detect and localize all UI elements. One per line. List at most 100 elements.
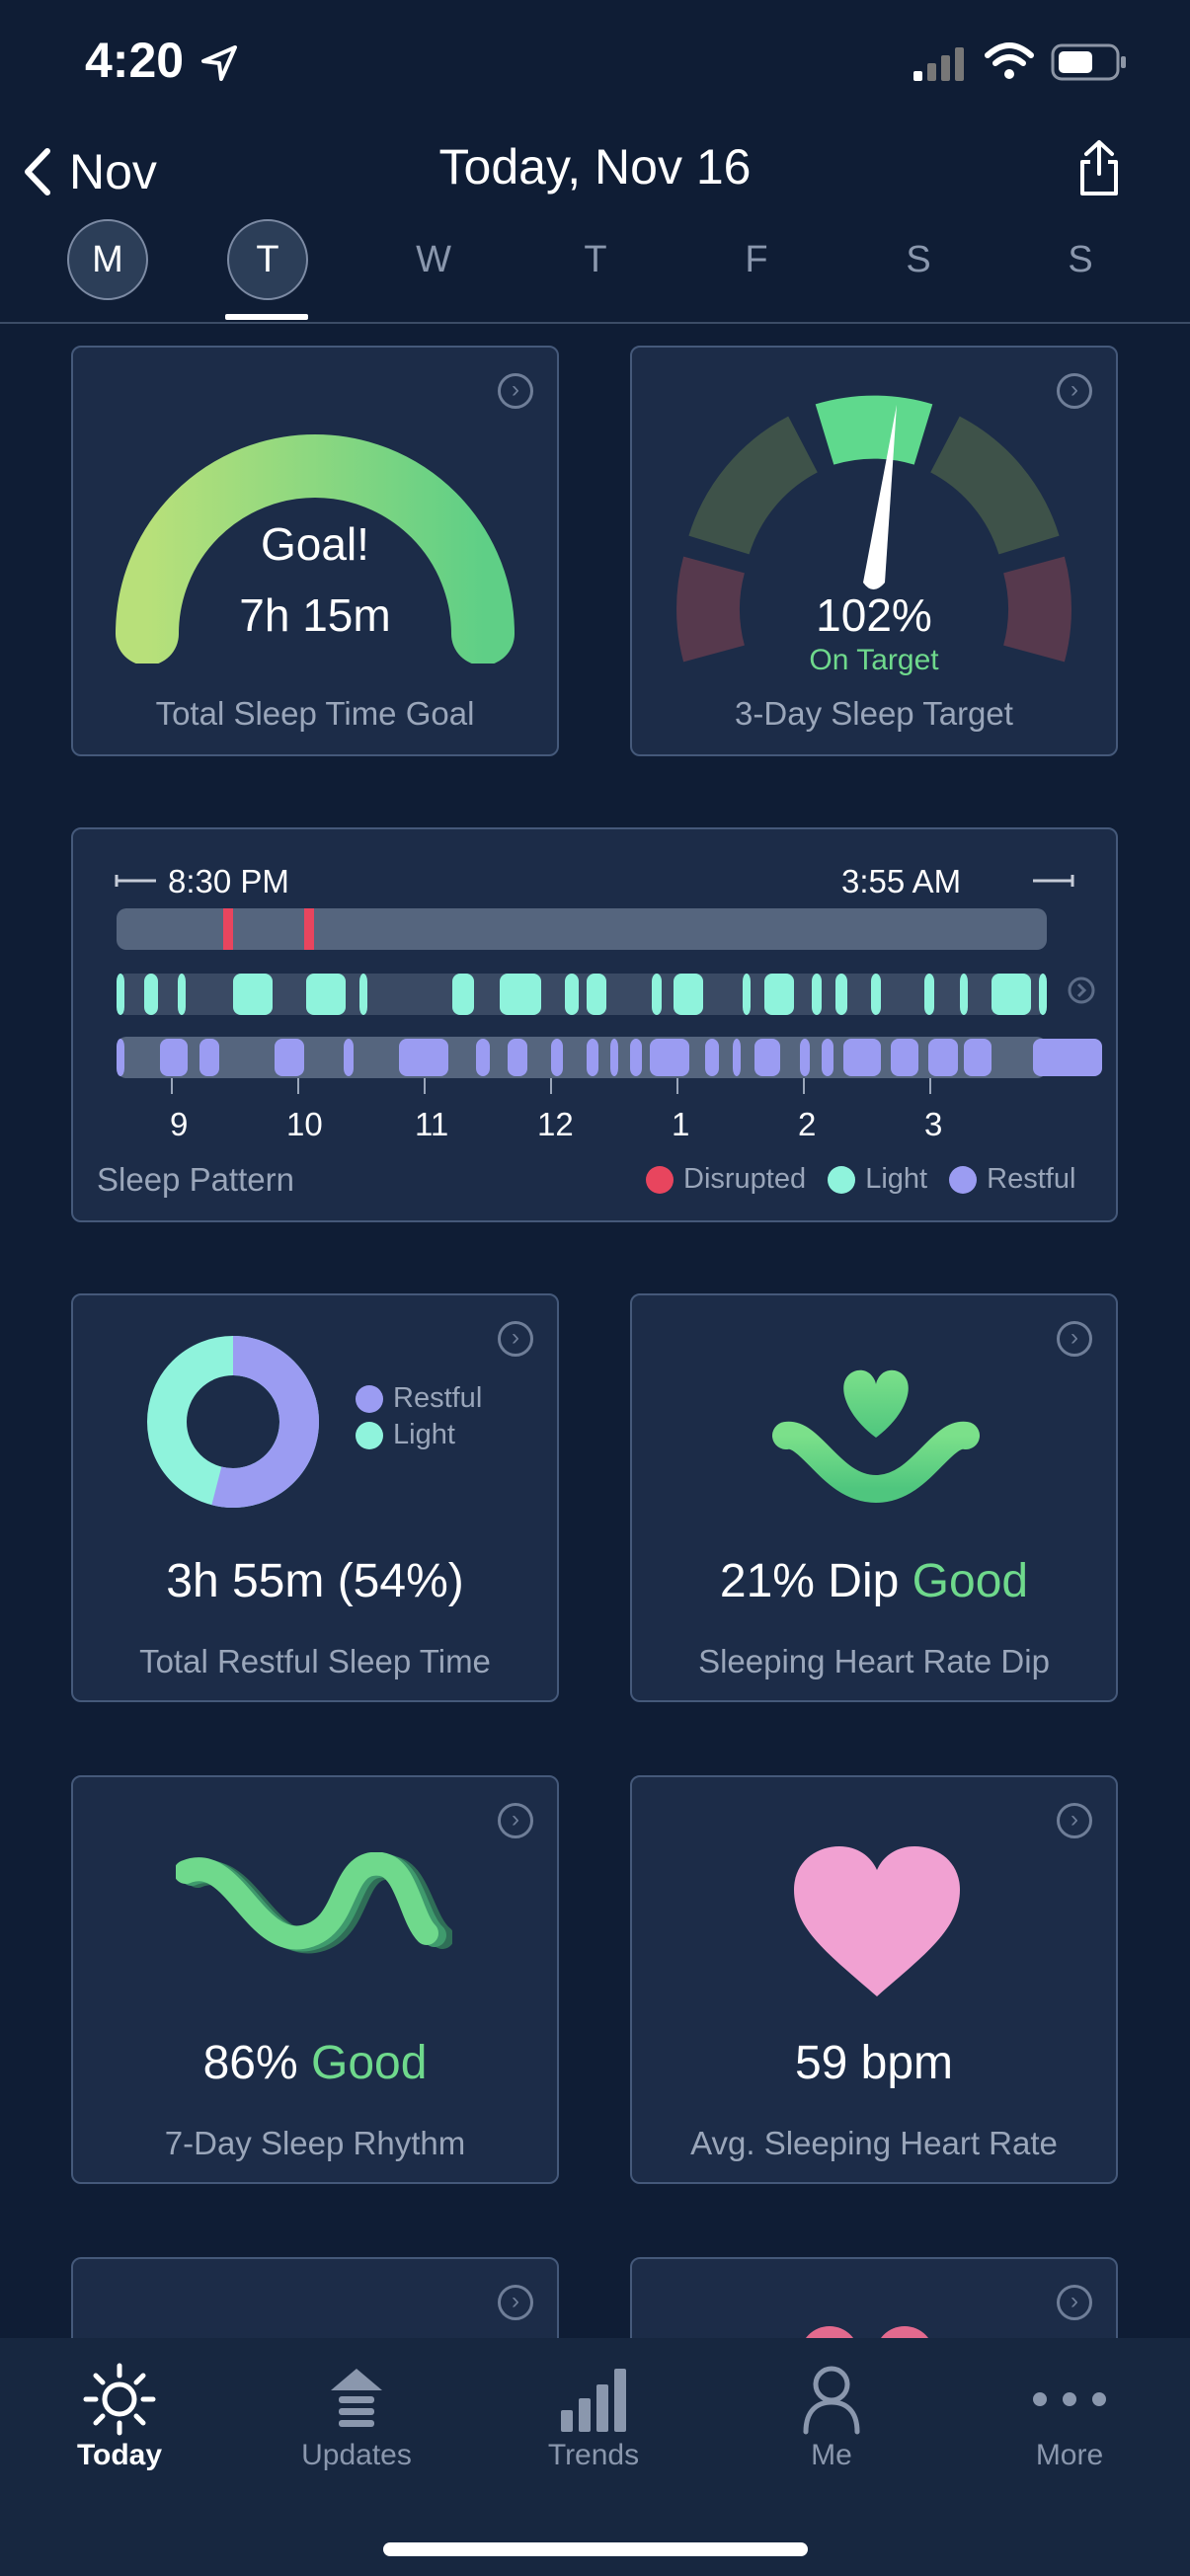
- restful-segment: [1033, 1039, 1102, 1076]
- restful-segment: [928, 1039, 958, 1076]
- light-segment: [117, 974, 124, 1015]
- restful-segment: [705, 1039, 719, 1076]
- rhythm-label: 7-Day Sleep Rhythm: [164, 2125, 466, 2161]
- home-indicator: [383, 2542, 808, 2556]
- pattern-legend: Disrupted Light Restful: [646, 1163, 1075, 1196]
- tab-more-label: More: [1035, 2439, 1104, 2471]
- chevron-right-icon: ›: [1057, 1321, 1092, 1357]
- legend-restful: Restful: [987, 1163, 1076, 1195]
- back-button[interactable]: Nov: [20, 143, 157, 200]
- light-segment: [924, 974, 934, 1015]
- donut-legend: Restful Light: [356, 1382, 482, 1451]
- wifi-icon: [985, 42, 1034, 79]
- heart-rate-value: 59 bpm: [794, 2037, 954, 2089]
- day-thursday[interactable]: T: [584, 239, 607, 280]
- hour-label: 11: [415, 1106, 449, 1142]
- restful-segment: [891, 1039, 918, 1076]
- divider: [0, 322, 1190, 324]
- tab-trends[interactable]: Trends: [510, 2360, 677, 2472]
- page-title: Today, Nov 16: [438, 139, 752, 195]
- disrupted-segment: [223, 908, 233, 950]
- day-friday[interactable]: F: [745, 239, 768, 280]
- disrupted-segment: [304, 908, 314, 950]
- status-time: 4:20: [85, 33, 185, 88]
- light-segment: [764, 974, 794, 1015]
- light-segment: [835, 974, 847, 1015]
- tab-today-label: Today: [76, 2439, 163, 2471]
- restful-value: 3h 55m (54%): [166, 1555, 464, 1607]
- restful-label: Total Restful Sleep Time: [139, 1643, 491, 1679]
- restful-segment: [610, 1039, 618, 1076]
- heart-dip-icon: [772, 1369, 980, 1504]
- sleep-end-time: 3:55 AM: [841, 863, 962, 899]
- tab-trends-label: Trends: [547, 2439, 640, 2471]
- back-label: Nov: [69, 144, 157, 199]
- restful-segment: [587, 1039, 598, 1076]
- tab-me-label: Me: [811, 2439, 852, 2471]
- sleep-start-time: 8:30 PM: [168, 863, 289, 899]
- sleep-target-card[interactable]: › 102% On Target 3-Day Sleep Target: [630, 346, 1118, 756]
- heart-rate-label: Avg. Sleeping Heart Rate: [690, 2125, 1058, 2161]
- location-arrow-icon: [201, 45, 237, 81]
- sleep-goal-card[interactable]: › Goal! 7h 15m Total Sleep Time Goal: [71, 346, 559, 756]
- share-icon[interactable]: [1076, 138, 1122, 197]
- restful-sleep-card[interactable]: › Restful Light 3h 55m (54%) Total Restf…: [71, 1293, 559, 1702]
- light-segment: [1039, 974, 1047, 1015]
- light-segment: [306, 974, 346, 1015]
- legend-light: Light: [393, 1419, 455, 1450]
- hr-dip-rating: Good: [912, 1555, 1029, 1607]
- light-segment: [871, 974, 881, 1015]
- hour-label: 1: [672, 1106, 690, 1142]
- legend-light: Light: [865, 1163, 928, 1195]
- restful-dot: [949, 1166, 978, 1195]
- light-segment: [500, 974, 541, 1015]
- tab-updates[interactable]: Updates: [273, 2360, 440, 2472]
- light-dot: [356, 1422, 383, 1450]
- light-segment: [674, 974, 703, 1015]
- light-segment: [233, 974, 273, 1015]
- hour-labels: 9 10 11 12 1 2 3: [101, 1106, 1069, 1145]
- rhythm-value: 86%: [202, 2037, 298, 2089]
- more-dots-icon: [1033, 2392, 1106, 2406]
- day-monday[interactable]: M: [67, 219, 148, 300]
- chevron-right-icon: ›: [1057, 373, 1092, 409]
- restful-segment: [551, 1039, 563, 1076]
- day-saturday[interactable]: S: [906, 239, 931, 280]
- restful-segment: [754, 1039, 780, 1076]
- restful-segment: [630, 1039, 642, 1076]
- restful-segment: [822, 1039, 833, 1076]
- tab-updates-label: Updates: [301, 2439, 412, 2471]
- light-segment: [812, 974, 822, 1015]
- sun-icon: [83, 2363, 156, 2436]
- pattern-label: Sleep Pattern: [97, 1161, 294, 1198]
- sleep-rhythm-card[interactable]: › 86% Good 7-Day Sleep Rhythm: [71, 1775, 559, 2184]
- chevron-right-icon: ›: [498, 2285, 533, 2320]
- day-wednesday[interactable]: W: [416, 239, 451, 280]
- sleep-pattern-card[interactable]: 8:30 PM 3:55 AM 9 10 11 12 1 2 3 Sleep P…: [71, 827, 1118, 1222]
- sleep-pattern-chart: [115, 875, 1102, 1094]
- tab-today[interactable]: Today: [36, 2360, 203, 2472]
- chevron-right-icon: ›: [498, 373, 533, 409]
- restful-segment: [476, 1039, 490, 1076]
- target-percent: 102%: [816, 589, 932, 641]
- cellular-signal-icon: [913, 47, 964, 81]
- tab-bar: [0, 2338, 1190, 2576]
- sleep-target-gauge: [676, 395, 1071, 663]
- heart-rate-card[interactable]: › 59 bpm Avg. Sleeping Heart Rate: [630, 1775, 1118, 2184]
- tab-me[interactable]: Me: [748, 2360, 915, 2472]
- day-sunday[interactable]: S: [1068, 239, 1093, 280]
- goal-duration: 7h 15m: [239, 589, 391, 641]
- hr-dip-value: 21% Dip: [719, 1555, 900, 1607]
- chevron-right-icon: ›: [498, 1321, 533, 1357]
- restful-segment: [160, 1039, 188, 1076]
- tab-more[interactable]: More: [986, 2360, 1153, 2472]
- light-segment: [960, 974, 968, 1015]
- light-segment: [587, 974, 606, 1015]
- sleep-goal-arc: [116, 434, 515, 664]
- day-tuesday[interactable]: T: [227, 219, 308, 300]
- hr-dip-value-row: 21% Dip Good: [632, 1554, 1116, 1608]
- hr-dip-card[interactable]: › 21% Dip Good Sleeping Heart Rate Dip: [630, 1293, 1118, 1702]
- hour-label: 3: [924, 1106, 943, 1142]
- restful-segment: [344, 1039, 354, 1076]
- light-segment: [565, 974, 579, 1015]
